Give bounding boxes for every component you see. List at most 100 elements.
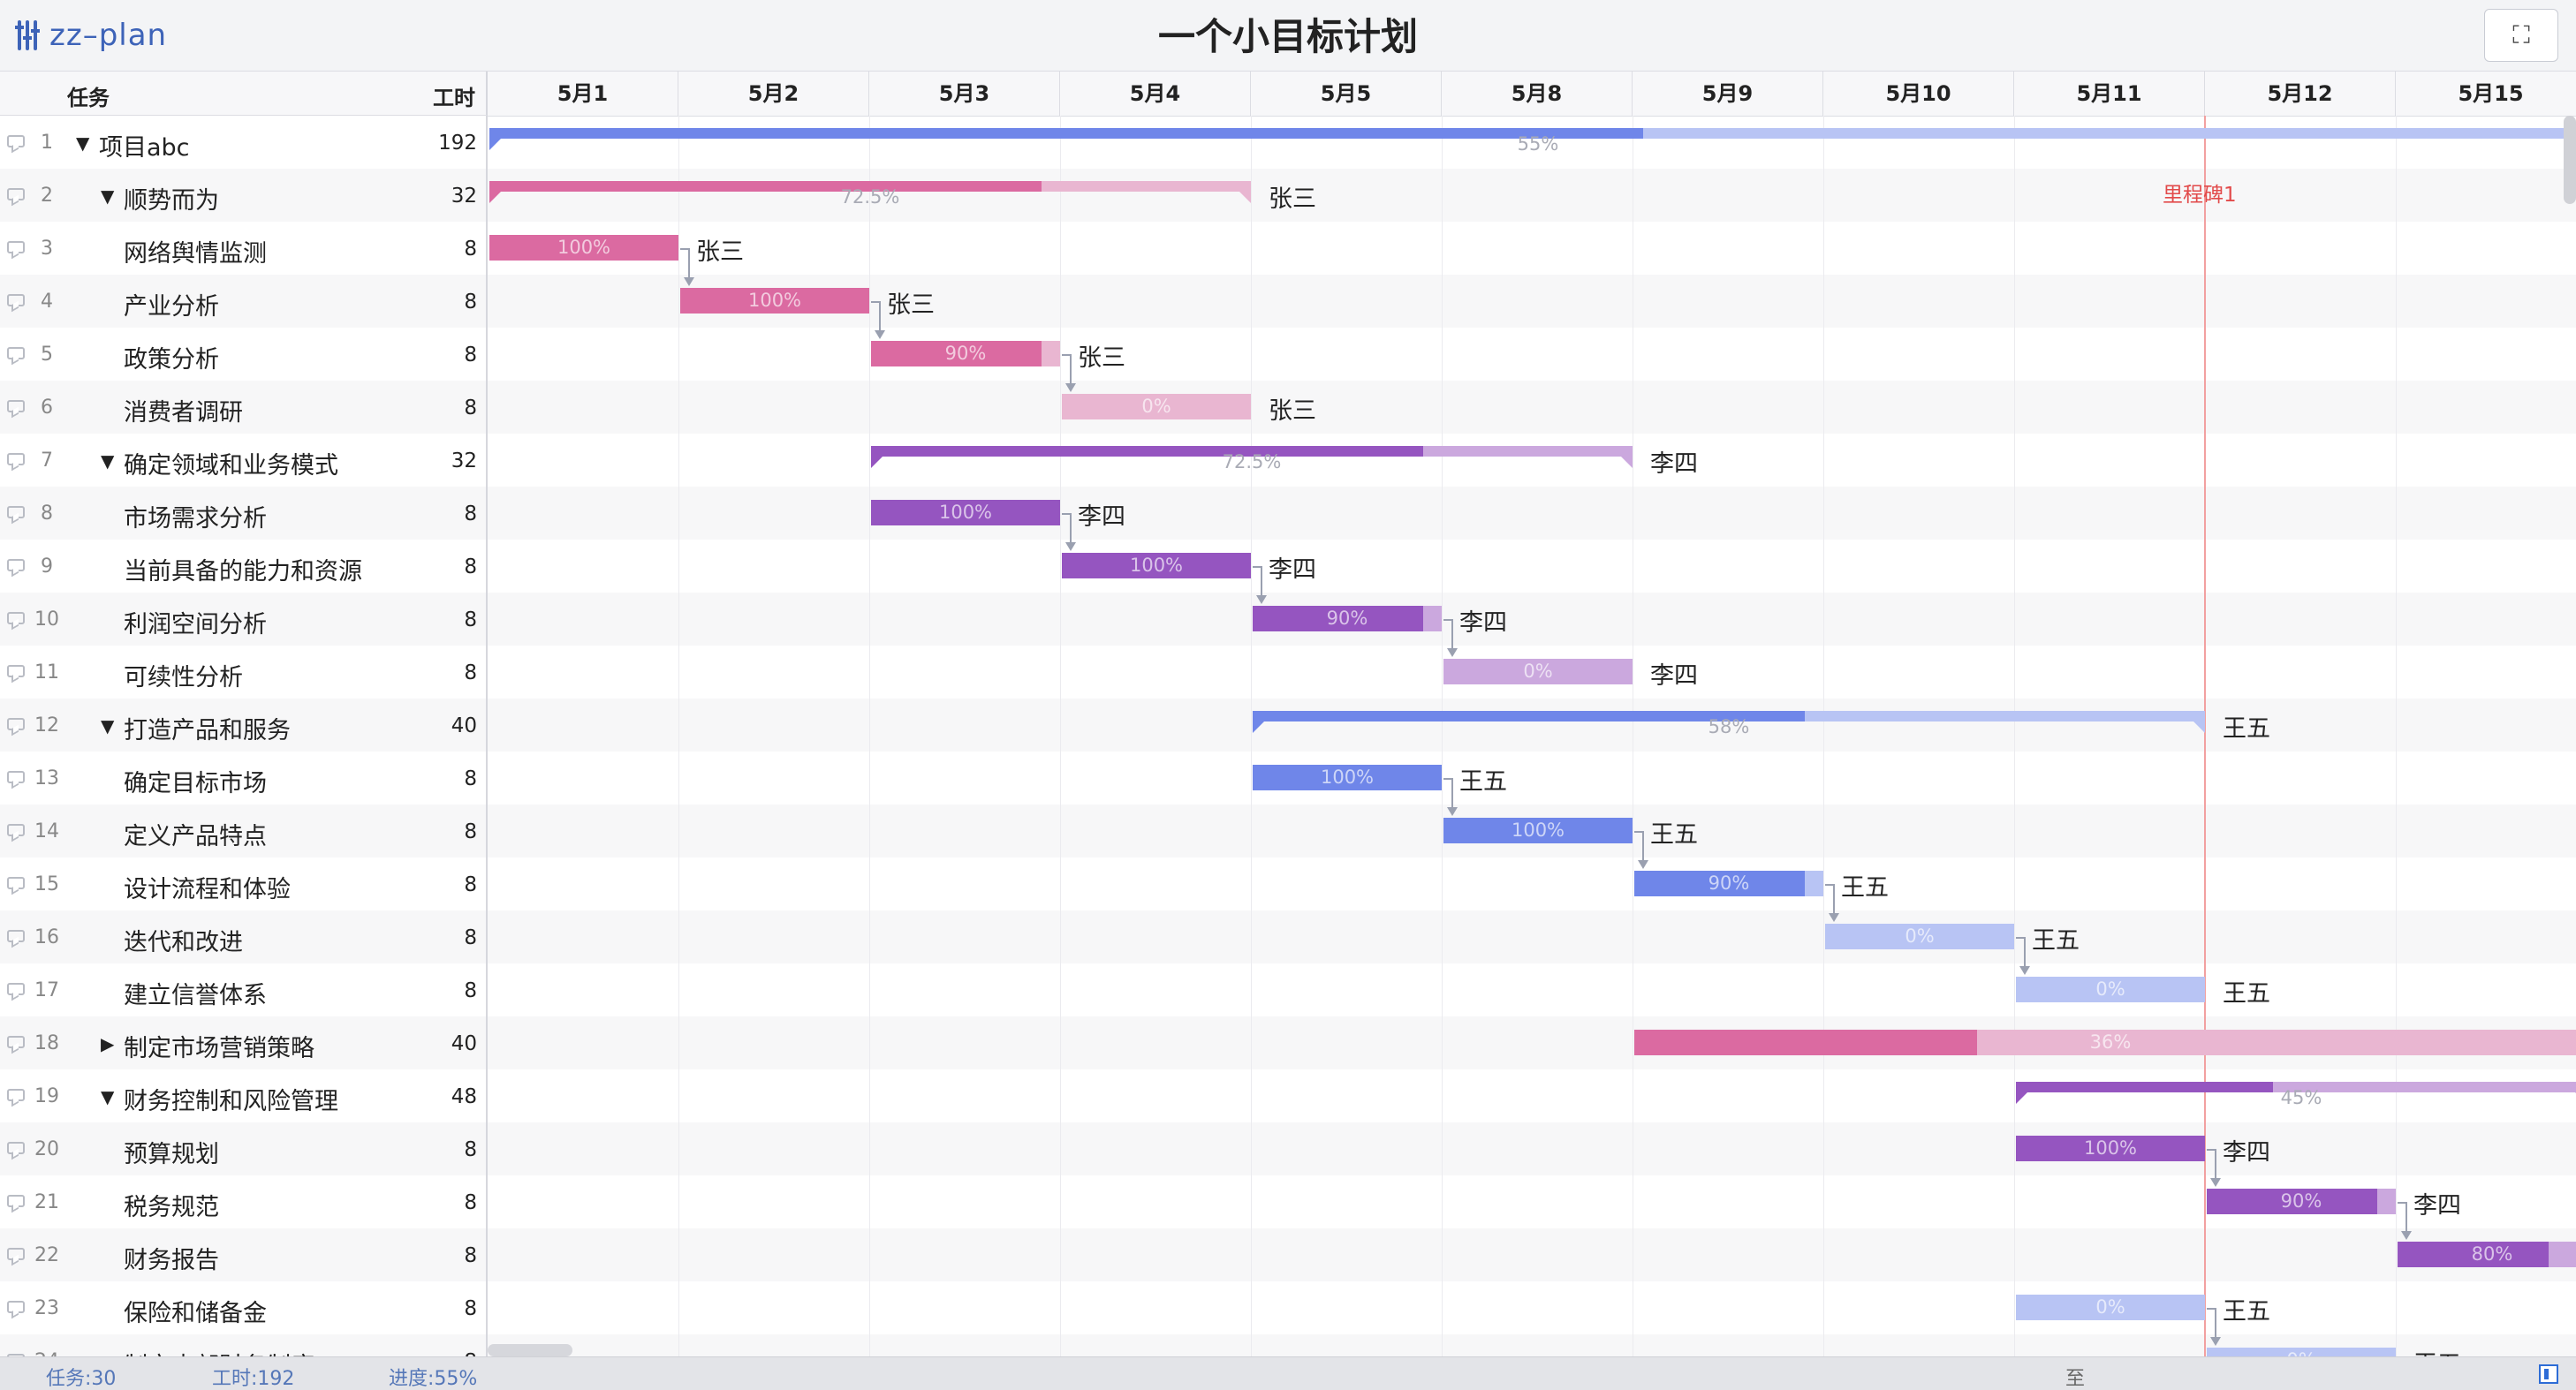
task-name[interactable]: 顺势而为 [124, 187, 219, 215]
vertical-scrollbar[interactable] [2564, 116, 2576, 204]
task-row[interactable]: 11 可续性分析 8 [0, 646, 486, 699]
comment-icon[interactable] [7, 771, 25, 783]
comment-icon[interactable] [7, 135, 25, 147]
panel-toggle-icon[interactable] [2539, 1364, 2558, 1384]
column-header-hours[interactable]: 工时 [433, 86, 475, 110]
task-row[interactable]: 17 建立信誉体系 8 [0, 963, 486, 1016]
task-row[interactable]: 16 迭代和改进 8 [0, 910, 486, 963]
comment-icon[interactable] [7, 347, 25, 359]
comment-icon[interactable] [7, 930, 25, 942]
task-row[interactable]: 19 ▼ 财务控制和风险管理 48 [0, 1069, 486, 1122]
collapse-toggle-icon[interactable]: ▼ [101, 1086, 115, 1107]
task-bar[interactable]: 0% [2016, 1295, 2205, 1320]
task-row[interactable]: 3 网络舆情监测 8 [0, 222, 486, 275]
task-row[interactable]: 21 税务规范 8 [0, 1175, 486, 1228]
column-header-task[interactable]: 任务 [67, 86, 110, 110]
task-row[interactable]: 4 产业分析 8 [0, 275, 486, 328]
comment-icon[interactable] [7, 1036, 25, 1048]
collapse-toggle-icon[interactable]: ▼ [101, 715, 115, 737]
task-name[interactable]: 网络舆情监测 [124, 240, 267, 268]
task-row[interactable]: 9 当前具备的能力和资源 8 [0, 540, 486, 593]
task-bar[interactable]: 100% [680, 288, 869, 314]
task-name[interactable]: 保险和储备金 [124, 1300, 267, 1327]
comment-icon[interactable] [7, 1248, 25, 1260]
task-bar[interactable]: 0% [2016, 977, 2205, 1002]
task-name[interactable]: 产业分析 [124, 293, 219, 321]
date-header[interactable]: 5月10 [1823, 72, 2014, 116]
collapse-toggle-icon[interactable]: ▼ [101, 185, 115, 207]
summary-bar[interactable]: 72.5% [489, 181, 1251, 208]
task-bar[interactable]: 80% [2398, 1242, 2576, 1267]
task-bar[interactable]: 100% [1253, 765, 1442, 790]
summary-bar[interactable]: 45% [2016, 1082, 2576, 1108]
comment-icon[interactable] [7, 241, 25, 253]
task-bar[interactable]: 100% [871, 500, 1060, 525]
task-row[interactable]: 15 设计流程和体验 8 [0, 857, 486, 910]
date-header[interactable]: 5月3 [869, 72, 1060, 116]
comment-icon[interactable] [7, 718, 25, 730]
task-row[interactable]: 14 定义产品特点 8 [0, 805, 486, 857]
task-name[interactable]: 项目abc [99, 134, 190, 162]
comment-icon[interactable] [7, 983, 25, 995]
task-name[interactable]: 财务报告 [124, 1247, 219, 1274]
horizontal-scrollbar[interactable] [488, 1344, 572, 1356]
task-name[interactable]: 制定市场营销策略 [124, 1035, 314, 1062]
task-name[interactable]: 确定领域和业务模式 [124, 452, 338, 480]
comment-icon[interactable] [7, 877, 25, 889]
comment-icon[interactable] [7, 400, 25, 412]
comment-icon[interactable] [7, 1301, 25, 1313]
task-bar[interactable]: 90% [1634, 871, 1823, 896]
task-bar[interactable]: 36% [1634, 1030, 2576, 1055]
fullscreen-button[interactable]: ⛶ [2484, 9, 2558, 62]
task-bar[interactable]: 100% [1443, 818, 1633, 843]
task-name[interactable]: 政策分析 [124, 346, 219, 374]
task-name[interactable]: 当前具备的能力和资源 [124, 558, 362, 585]
date-header[interactable]: 5月11 [2014, 72, 2205, 116]
date-header[interactable]: 5月15 [2396, 72, 2576, 116]
gantt-chart-area[interactable]: 里程碑1 55% 72.5% 张三 100% 张三 100% 张三 90% 张三 0% 张三 72.5%… [488, 116, 2576, 1356]
task-bar[interactable]: 100% [489, 235, 678, 261]
task-row[interactable]: 24 制定内部财务制度 8 [0, 1334, 486, 1356]
comment-icon[interactable] [7, 188, 25, 200]
app-logo[interactable]: zz–plan [15, 12, 167, 58]
comment-icon[interactable] [7, 612, 25, 624]
summary-bar[interactable]: 55% [489, 128, 2576, 155]
task-name[interactable]: 制定内部财务制度 [124, 1347, 314, 1356]
comment-icon[interactable] [7, 1142, 25, 1154]
task-name[interactable]: 财务控制和风险管理 [124, 1088, 338, 1115]
task-name[interactable]: 税务规范 [124, 1194, 219, 1221]
task-row[interactable]: 5 政策分析 8 [0, 328, 486, 381]
comment-icon[interactable] [7, 506, 25, 518]
comment-icon[interactable] [7, 453, 25, 465]
task-name[interactable]: 预算规划 [124, 1141, 219, 1168]
task-name[interactable]: 打造产品和服务 [124, 717, 291, 744]
task-bar[interactable]: 0% [1825, 924, 2014, 949]
comment-icon[interactable] [7, 1089, 25, 1101]
date-header[interactable]: 5月1 [488, 72, 678, 116]
task-row[interactable]: 8 市场需求分析 8 [0, 487, 486, 540]
task-row[interactable]: 12 ▼ 打造产品和服务 40 [0, 699, 486, 752]
task-bar[interactable]: 100% [1062, 553, 1251, 578]
comment-icon[interactable] [7, 559, 25, 571]
date-header[interactable]: 5月9 [1633, 72, 1823, 116]
task-name[interactable]: 消费者调研 [124, 399, 243, 427]
collapse-toggle-icon[interactable]: ▼ [101, 450, 115, 472]
task-row[interactable]: 7 ▼ 确定领域和业务模式 32 [0, 434, 486, 487]
task-bar[interactable]: 0% [2207, 1348, 2396, 1356]
summary-bar[interactable]: 58% [1253, 711, 2205, 737]
date-header[interactable]: 5月5 [1251, 72, 1442, 116]
expand-toggle-icon[interactable]: ▶ [101, 1033, 115, 1054]
comment-icon[interactable] [7, 1195, 25, 1207]
task-name[interactable]: 建立信誉体系 [124, 982, 267, 1009]
task-bar[interactable]: 0% [1443, 659, 1633, 684]
milestone-label[interactable]: 里程碑1 [2163, 184, 2237, 207]
date-header[interactable]: 5月12 [2205, 72, 2396, 116]
task-name[interactable]: 迭代和改进 [124, 929, 243, 956]
date-header[interactable]: 5月8 [1442, 72, 1633, 116]
task-name[interactable]: 设计流程和体验 [124, 876, 291, 903]
task-bar[interactable]: 0% [1062, 394, 1251, 419]
task-name[interactable]: 可续性分析 [124, 664, 243, 691]
task-row[interactable]: 1 ▼ 项目abc 192 [0, 116, 486, 169]
task-bar[interactable]: 90% [871, 341, 1060, 366]
task-row[interactable]: 2 ▼ 顺势而为 32 [0, 169, 486, 222]
